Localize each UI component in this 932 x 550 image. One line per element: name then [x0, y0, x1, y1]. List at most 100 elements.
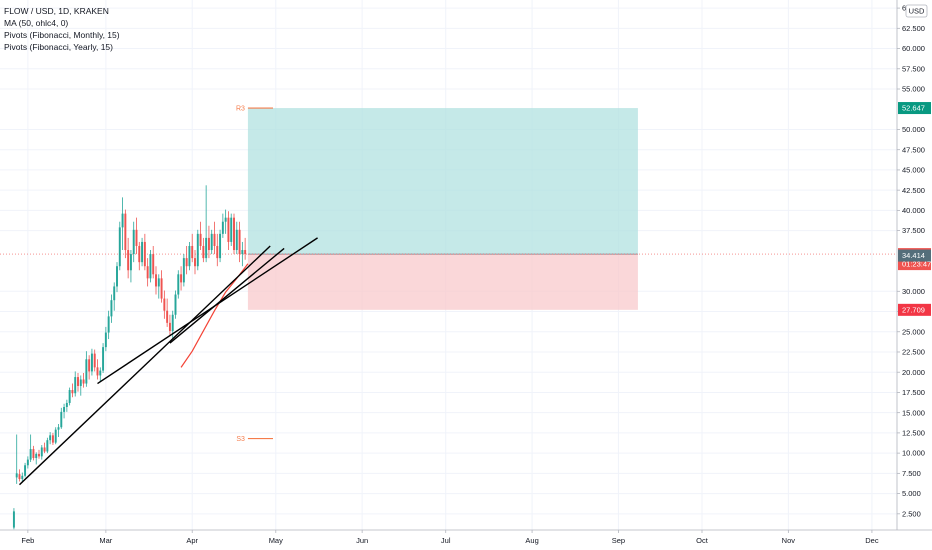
candle-body[interactable]	[38, 453, 40, 457]
candle-body[interactable]	[235, 229, 238, 251]
candle-body[interactable]	[168, 322, 171, 331]
candle-body[interactable]	[104, 332, 107, 348]
candle-body[interactable]	[216, 245, 219, 259]
candle-body[interactable]	[68, 390, 71, 403]
candle-body[interactable]	[224, 217, 227, 222]
candle-body[interactable]	[160, 278, 163, 299]
candle-body[interactable]	[93, 353, 96, 368]
candle-body[interactable]	[49, 435, 52, 441]
candle-body[interactable]	[166, 310, 169, 323]
candle-body[interactable]	[26, 459, 29, 466]
candle-body[interactable]	[90, 353, 93, 372]
candle-body[interactable]	[146, 266, 149, 279]
candle-body[interactable]	[85, 359, 88, 384]
candle-body[interactable]	[77, 377, 79, 386]
price-label-stop[interactable]	[898, 303, 931, 316]
candle-body[interactable]	[51, 435, 54, 443]
candle-body[interactable]	[43, 447, 46, 452]
candle-body[interactable]	[135, 229, 138, 246]
indicator-ma[interactable]: MA (50, ohlc4, 0)	[4, 18, 69, 28]
candle-body[interactable]	[18, 474, 21, 480]
candle-body[interactable]	[182, 258, 185, 283]
stop-zone[interactable]	[247, 254, 638, 310]
price-label-target[interactable]	[898, 102, 931, 115]
candle-body[interactable]	[185, 258, 188, 267]
candle-body[interactable]	[174, 294, 177, 315]
candle-body[interactable]	[177, 274, 180, 295]
candle-body[interactable]	[96, 367, 99, 376]
candle-body[interactable]	[82, 379, 85, 384]
candle-body[interactable]	[202, 245, 205, 259]
candle-body[interactable]	[88, 359, 91, 372]
candle-body[interactable]	[129, 254, 132, 271]
candle-body[interactable]	[155, 274, 157, 287]
candle-body[interactable]	[157, 278, 160, 287]
candle-body[interactable]	[171, 314, 174, 331]
candle-body[interactable]	[113, 286, 116, 301]
candle-body[interactable]	[57, 427, 60, 430]
candle-body[interactable]	[74, 377, 77, 394]
price-label-last[interactable]	[898, 249, 931, 262]
candle-body[interactable]	[71, 390, 74, 394]
candle-body[interactable]	[233, 217, 235, 251]
candle-body[interactable]	[21, 475, 24, 480]
candle-body[interactable]	[194, 258, 196, 267]
candle-body[interactable]	[180, 274, 183, 283]
candle-body[interactable]	[24, 465, 27, 476]
candle-body[interactable]	[15, 473, 18, 478]
candle-body[interactable]	[32, 449, 35, 458]
candle-body[interactable]	[124, 213, 127, 251]
candle-body[interactable]	[127, 250, 130, 271]
candle-body[interactable]	[188, 245, 191, 267]
candle-body[interactable]	[241, 250, 244, 255]
candle-body[interactable]	[210, 233, 213, 251]
currency-badge[interactable]	[905, 4, 928, 18]
candle-body[interactable]	[230, 217, 233, 242]
indicator-pivots-yearly[interactable]: Pivots (Fibonacci, Yearly, 15)	[4, 42, 113, 52]
candle-body[interactable]	[12, 511, 15, 528]
candle-body[interactable]	[149, 254, 152, 279]
candle-body[interactable]	[63, 407, 66, 412]
price-axis[interactable]	[897, 0, 932, 550]
candle-body[interactable]	[121, 213, 124, 228]
candle-body[interactable]	[99, 370, 102, 376]
candle-body[interactable]	[132, 229, 135, 255]
candle-body[interactable]	[60, 411, 63, 428]
target-zone[interactable]	[247, 108, 638, 255]
candle-body[interactable]	[110, 300, 113, 317]
candle-body[interactable]	[238, 229, 241, 255]
candle-body[interactable]	[40, 447, 43, 457]
candle-body[interactable]	[65, 402, 68, 408]
candle-body[interactable]	[79, 379, 82, 386]
candle-body[interactable]	[221, 221, 224, 234]
trendline-2[interactable]	[97, 237, 318, 385]
candle-body[interactable]	[205, 237, 208, 259]
candle-body[interactable]	[163, 298, 166, 311]
indicator-pivots-monthly[interactable]: Pivots (Fibonacci, Monthly, 15)	[4, 30, 120, 40]
candle-body[interactable]	[244, 250, 247, 255]
candle-body[interactable]	[29, 449, 32, 460]
candle-body[interactable]	[213, 233, 216, 246]
trendline-3[interactable]	[169, 247, 285, 344]
candle-body[interactable]	[227, 217, 230, 242]
candle-body[interactable]	[191, 245, 194, 259]
candle-body[interactable]	[199, 233, 202, 246]
candle-body[interactable]	[152, 254, 155, 275]
candle-body[interactable]	[54, 429, 57, 443]
candle-body[interactable]	[196, 233, 199, 267]
candle-body[interactable]	[46, 440, 49, 452]
candle-body[interactable]	[35, 453, 38, 458]
trendline-1[interactable]	[19, 245, 271, 486]
candle-body[interactable]	[219, 233, 222, 259]
candle-body[interactable]	[102, 347, 105, 371]
candle-body[interactable]	[207, 237, 210, 251]
candle-body[interactable]	[143, 241, 146, 267]
candle-body[interactable]	[118, 227, 121, 267]
candle-body[interactable]	[107, 316, 110, 333]
candle-body[interactable]	[138, 245, 141, 263]
candle-body[interactable]	[141, 241, 144, 263]
candle-body[interactable]	[116, 266, 118, 287]
x-tick-label: Dec	[865, 536, 879, 545]
